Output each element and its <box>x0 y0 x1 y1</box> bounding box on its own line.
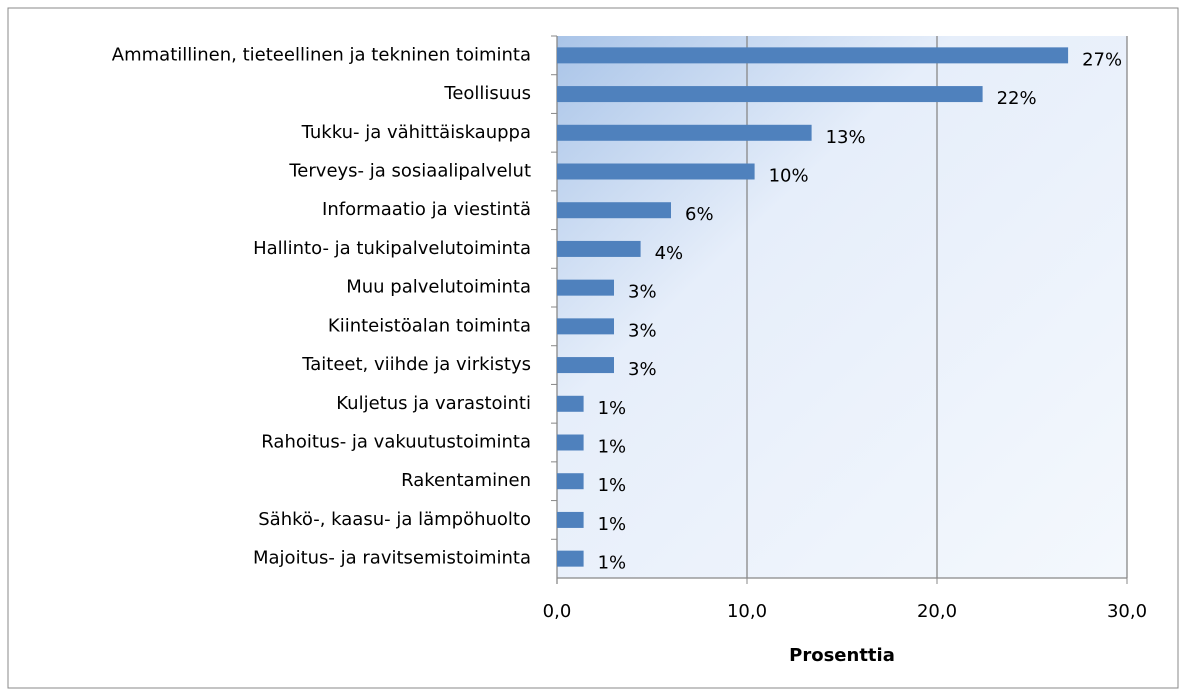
value-label: 27% <box>1082 49 1122 70</box>
x-tick-label: 10,0 <box>727 601 767 622</box>
bar <box>557 124 812 141</box>
value-label: 10% <box>769 166 809 187</box>
y-tick-label: Majoitus- ja ravitsemistoiminta <box>253 548 531 569</box>
y-tick-label: Tukku- ja vähittäiskauppa <box>301 122 531 143</box>
value-label: 1% <box>598 553 627 574</box>
bar <box>557 202 671 219</box>
bar <box>557 279 614 296</box>
value-label: 1% <box>598 514 627 535</box>
y-tick-label: Kuljetus ja varastointi <box>336 393 531 414</box>
y-tick-label: Ammatillinen, tieteellinen ja tekninen t… <box>112 44 531 65</box>
y-tick-label: Sähkö-, kaasu- ja lämpöhuolto <box>258 509 531 530</box>
value-label: 1% <box>598 475 627 496</box>
y-tick-label: Rahoitus- ja vakuutustoiminta <box>261 432 531 453</box>
y-tick-label: Informaatio ja viestintä <box>322 199 531 220</box>
value-label: 1% <box>598 437 627 458</box>
value-label: 1% <box>598 398 627 419</box>
value-label: 6% <box>685 204 714 225</box>
value-label: 22% <box>997 88 1037 109</box>
y-tick-label: Teollisuus <box>443 83 531 104</box>
value-label: 3% <box>628 282 657 303</box>
y-tick-label: Taiteet, viihde ja virkistys <box>301 354 531 375</box>
y-tick-label: Rakentaminen <box>401 470 531 491</box>
bar <box>557 473 584 490</box>
bar <box>557 511 584 528</box>
bar <box>557 240 641 257</box>
y-tick-label: Kiinteistöalan toiminta <box>328 315 531 336</box>
bar <box>557 86 983 103</box>
bar <box>557 395 584 412</box>
bar <box>557 550 584 567</box>
x-tick-label: 20,0 <box>917 601 957 622</box>
bar <box>557 163 755 180</box>
x-tick-label: 0,0 <box>543 601 572 622</box>
x-tick-label: 30,0 <box>1107 601 1147 622</box>
bar <box>557 47 1069 64</box>
value-label: 3% <box>628 320 657 341</box>
x-axis-label: Prosenttia <box>789 645 895 666</box>
y-tick-label: Terveys- ja sosiaalipalvelut <box>288 161 531 182</box>
plot-area <box>557 36 1127 578</box>
bar <box>557 357 614 374</box>
y-tick-label: Hallinto- ja tukipalvelutoiminta <box>253 238 531 259</box>
y-tick-label: Muu palvelutoiminta <box>346 277 531 298</box>
bar <box>557 318 614 335</box>
value-label: 3% <box>628 359 657 380</box>
value-label: 4% <box>655 243 684 264</box>
value-label: 13% <box>826 127 866 148</box>
bar <box>557 434 584 451</box>
